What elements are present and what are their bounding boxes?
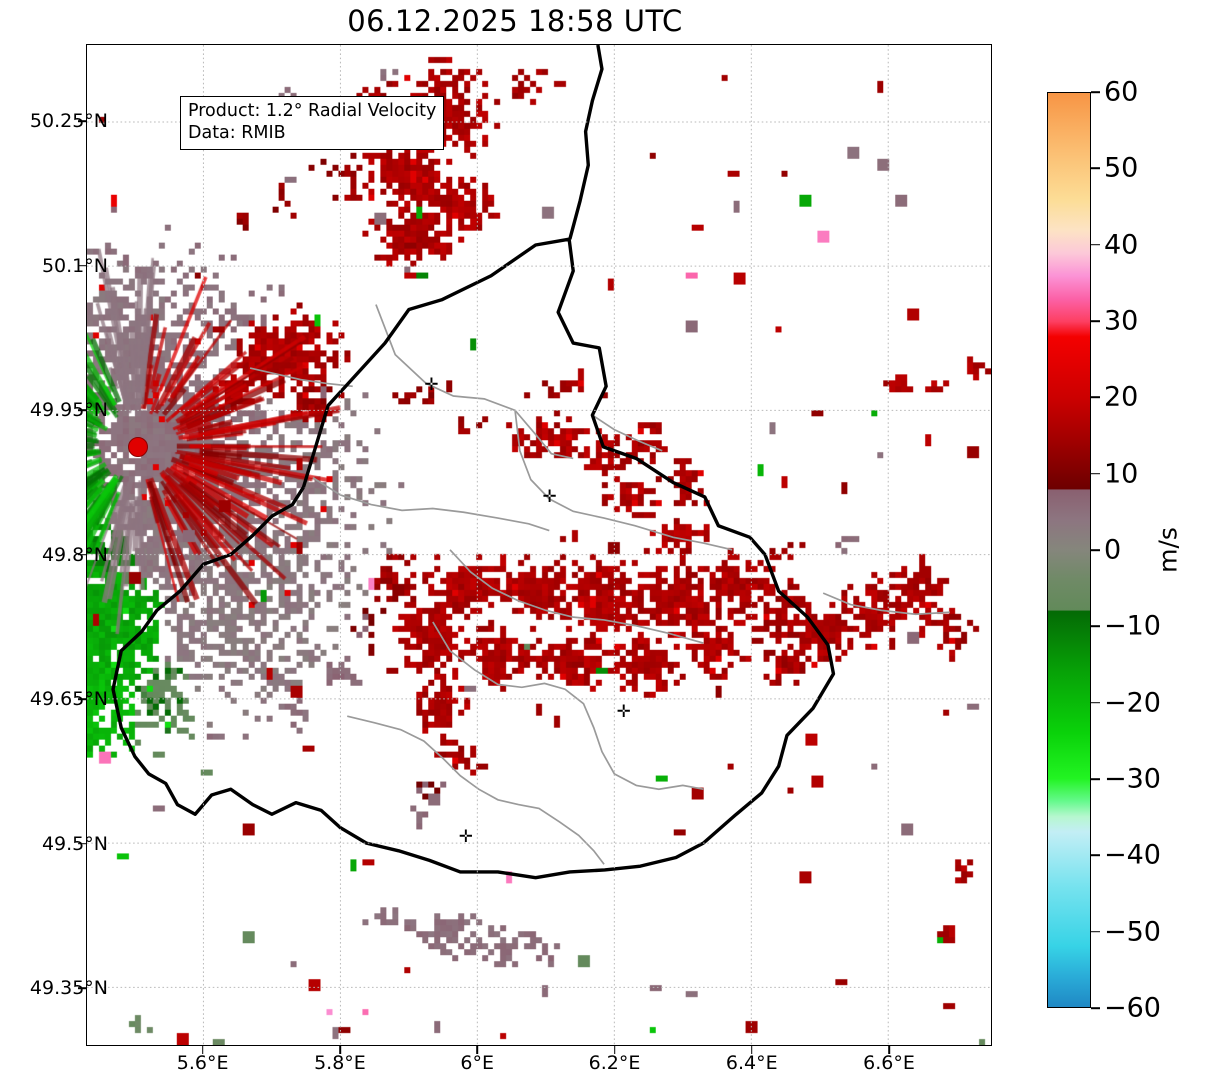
x-axis-tick-label: 6°E — [460, 1052, 495, 1074]
y-axis-tick-label: 49.5°N — [41, 832, 108, 855]
y-axis-tick-mark — [78, 264, 86, 267]
colorbar-tick-label: 50 — [1104, 152, 1139, 184]
radar-site-marker — [127, 436, 148, 457]
city-label-esch-alzette: ✛ — [458, 827, 473, 848]
x-axis-tick-mark — [750, 1046, 753, 1054]
x-axis-tick-label: 5.8°E — [314, 1052, 366, 1074]
city-label-findel: ✛ — [616, 702, 631, 723]
product-line: Product: 1.2° Radial Velocity — [188, 101, 437, 121]
colorbar-tick-mark — [1091, 930, 1100, 933]
colorbar-tick-mark — [1091, 91, 1100, 93]
page-title: 06.12.2025 18:58 UTC — [347, 4, 683, 38]
y-axis-tick-label: 49.65°N — [29, 688, 108, 711]
y-axis-tick-label: 49.35°N — [29, 977, 108, 1000]
geographic-borders-layer — [111, 45, 950, 880]
y-axis-tick-mark — [78, 698, 86, 700]
y-axis-tick-mark — [78, 842, 86, 845]
colorbar-tick-label: −50 — [1104, 916, 1161, 948]
colorbar-tick-mark — [1091, 320, 1100, 322]
product-info-box: Product: 1.2° Radial Velocity Data: RMIB — [180, 96, 445, 150]
colorbar-tick-label: −60 — [1104, 992, 1161, 1024]
colorbar-gradient — [1048, 93, 1090, 1007]
radar-plot-area: Product: 1.2° Radial Velocity Data: RMIB… — [86, 44, 992, 1046]
colorbar-tick-mark — [1091, 396, 1100, 399]
x-axis-tick-mark — [476, 1046, 479, 1054]
data-source-line: Data: RMIB — [188, 123, 286, 144]
colorbar-tick-label: −20 — [1104, 687, 1161, 719]
colorbar-tick-mark — [1091, 1007, 1100, 1009]
colorbar-tick-mark — [1091, 243, 1100, 246]
colorbar-tick-label: 10 — [1104, 458, 1139, 490]
colorbar-unit-label: m/s — [1153, 527, 1183, 573]
colorbar-tick-label: 30 — [1104, 305, 1139, 337]
y-axis-tick-mark — [78, 987, 86, 989]
city-label-ettelbruck: ✛ — [542, 487, 557, 508]
colorbar-tick-mark — [1091, 549, 1100, 551]
colorbar-tick-label: −40 — [1104, 839, 1161, 871]
colorbar-tick-label: 60 — [1104, 76, 1139, 108]
x-axis-tick-mark — [201, 1046, 204, 1054]
city-cross-icon: ✛ — [616, 702, 631, 723]
city-cross-icon: ✛ — [424, 374, 439, 395]
city-label-wiltz: ✛ — [424, 374, 439, 395]
colorbar-tick-label: 20 — [1104, 381, 1139, 413]
y-axis-tick-label: 50.25°N — [29, 110, 108, 133]
colorbar-tick-label: −10 — [1104, 610, 1161, 642]
x-axis-tick-mark — [613, 1046, 616, 1054]
y-axis-tick-label: 49.95°N — [29, 399, 108, 422]
x-axis-tick-mark — [888, 1046, 890, 1054]
colorbar-tick-mark — [1091, 778, 1100, 780]
city-cross-icon: ✛ — [542, 487, 557, 508]
y-axis-tick-mark — [78, 120, 86, 122]
y-axis-tick-label: 50.1°N — [41, 254, 108, 277]
y-axis-tick-mark — [78, 553, 86, 556]
colorbar-tick-mark — [1091, 701, 1100, 704]
y-axis-tick-mark — [78, 409, 86, 411]
x-axis-tick-label: 5.6°E — [176, 1052, 229, 1074]
colorbar-tick-mark — [1091, 625, 1100, 628]
x-axis-tick-mark — [339, 1046, 341, 1054]
colorbar — [1047, 92, 1091, 1008]
colorbar-tick-mark — [1091, 472, 1100, 475]
colorbar-tick-label: −30 — [1104, 763, 1161, 795]
x-axis-tick-label: 6.4°E — [725, 1052, 778, 1074]
colorbar-tick-label: 40 — [1104, 229, 1139, 261]
coordinate-grid — [87, 45, 991, 1045]
x-axis-tick-label: 6.6°E — [863, 1052, 915, 1074]
colorbar-tick-mark — [1091, 854, 1100, 857]
y-axis-tick-label: 49.8°N — [41, 543, 108, 566]
x-axis-tick-label: 6.2°E — [588, 1052, 641, 1074]
colorbar-tick-mark — [1091, 167, 1100, 170]
city-cross-icon: ✛ — [458, 827, 473, 848]
colorbar-tick-label: 0 — [1104, 534, 1122, 566]
